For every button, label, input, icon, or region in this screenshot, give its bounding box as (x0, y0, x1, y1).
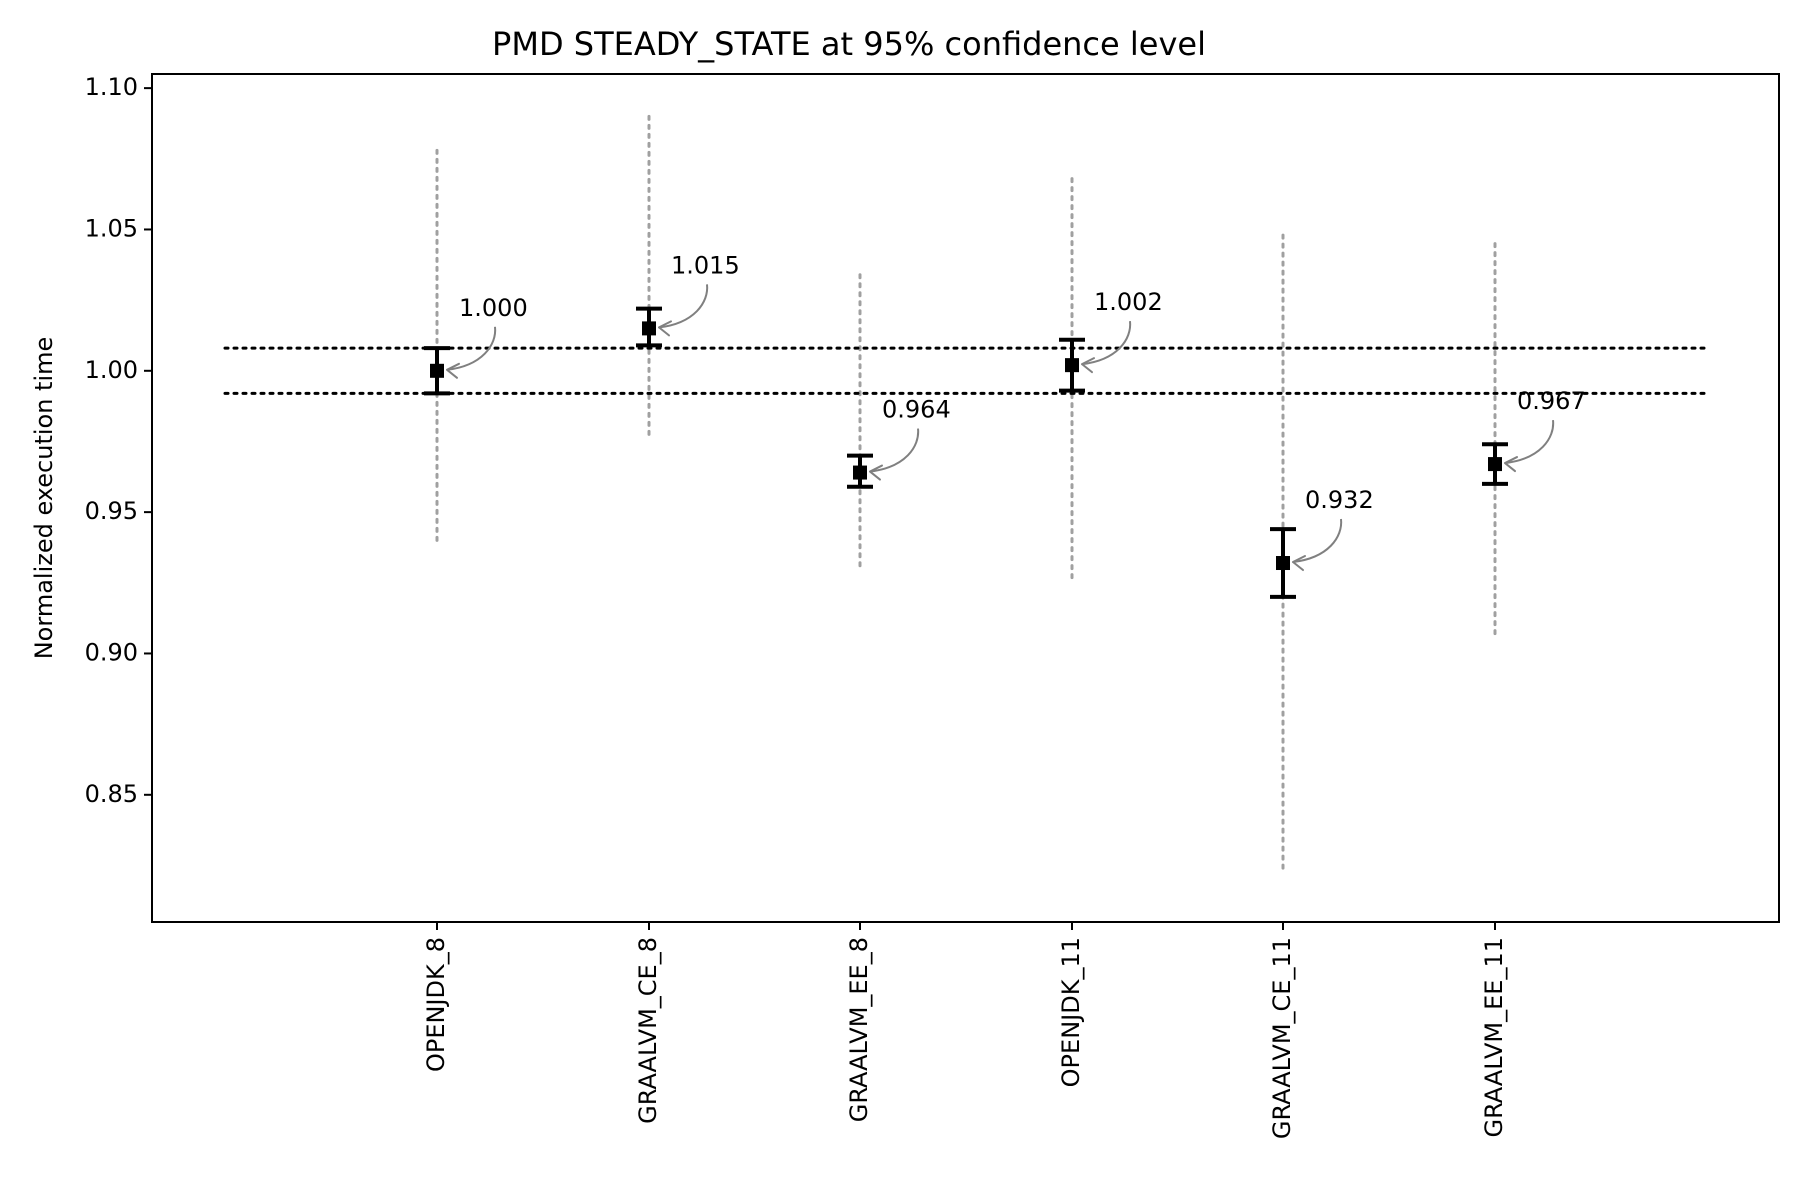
annotation-arrow-6 (1504, 419, 1555, 465)
data-label-4: 1.002 (1094, 288, 1163, 316)
y-tick-label-3: 0.95 (85, 497, 138, 525)
annotation-arrow-3 (869, 428, 920, 473)
annotation-arrow-2 (658, 284, 709, 329)
annotation-arrow-1 (446, 326, 497, 371)
annotation-arrowhead-1 (446, 362, 460, 379)
x-tick-label-2: GRAALVM_CE_8 (634, 937, 662, 1124)
data-point-1 (430, 363, 444, 378)
chart-title: PMD STEADY_STATE at 95% confidence level (492, 25, 1206, 63)
annotation-arrowhead-5 (1292, 555, 1306, 572)
data-label-2: 1.015 (671, 251, 740, 279)
x-tick-label-1: OPENJDK_8 (422, 937, 450, 1072)
data-point-6 (1488, 457, 1502, 472)
annotation-arrow-5 (1292, 518, 1343, 564)
y-axis-label: Normalized execution time (30, 337, 58, 660)
data-label-6: 0.967 (1517, 387, 1586, 415)
data-label-3: 0.964 (882, 396, 951, 424)
annotation-arrowhead-3 (869, 464, 883, 481)
annotation-arrowhead-6 (1504, 456, 1518, 473)
annotation-arrowhead-2 (658, 320, 672, 337)
data-label-5: 0.932 (1305, 486, 1374, 514)
points-layer (430, 321, 1502, 571)
data-point-3 (853, 465, 867, 480)
x-tick-label-3: GRAALVM_EE_8 (845, 937, 873, 1122)
data-point-2 (642, 321, 656, 336)
plot-frame (151, 73, 1780, 923)
y-ticks-layer: 0.85 0.90 0.95 1.00 1.05 1.10 (85, 73, 152, 808)
annotations-layer: 1.000 1.015 0.964 1.002 0.932 0.967 (446, 251, 1586, 572)
y-tick-label-5: 1.05 (85, 214, 138, 242)
y-tick-label-4: 1.00 (85, 356, 138, 384)
data-point-5 (1276, 556, 1290, 571)
y-tick-label-6: 1.10 (85, 73, 138, 101)
x-tick-label-4: OPENJDK_11 (1057, 937, 1085, 1087)
y-tick-label-1: 0.85 (85, 780, 138, 808)
reference-lines-layer (223, 346, 1707, 395)
y-tick-label-2: 0.90 (85, 638, 138, 666)
data-point-4 (1065, 358, 1079, 373)
x-tick-label-5: GRAALVM_CE_11 (1268, 937, 1296, 1139)
x-tick-label-6: GRAALVM_EE_11 (1480, 937, 1508, 1138)
data-label-1: 1.000 (459, 294, 528, 322)
annotation-arrowhead-4 (1081, 357, 1095, 374)
x-ticks-layer: OPENJDK_8 GRAALVM_CE_8 GRAALVM_EE_8 OPENJDK… (422, 922, 1508, 1139)
annotation-arrow-4 (1081, 321, 1132, 366)
